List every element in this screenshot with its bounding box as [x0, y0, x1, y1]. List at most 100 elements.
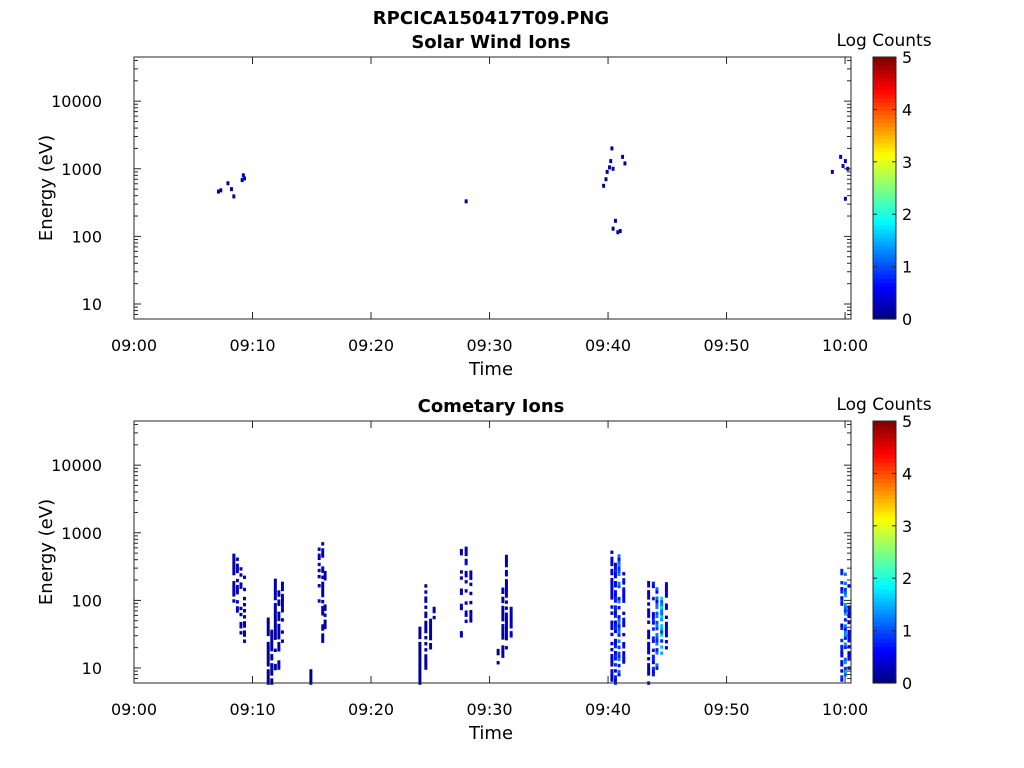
data-cell — [239, 631, 243, 635]
data-cell — [622, 620, 626, 625]
data-cell — [504, 554, 508, 559]
data-cell — [647, 596, 651, 600]
data-cell — [664, 627, 668, 632]
data-cell — [323, 613, 327, 617]
data-cell — [617, 639, 621, 643]
data-cell — [610, 660, 614, 664]
data-cell — [239, 567, 243, 571]
colorbar-swatch — [873, 171, 896, 177]
data-cell — [243, 630, 246, 634]
data-cell — [617, 599, 621, 604]
colorbar-tick-label: 5 — [902, 412, 912, 431]
data-cell — [617, 657, 621, 662]
data-cell — [424, 629, 428, 634]
data-cell — [277, 602, 281, 606]
colorbar-swatch — [873, 142, 896, 148]
data-cell — [617, 669, 621, 674]
data-cell — [280, 609, 284, 613]
colorbar-swatch — [873, 110, 896, 115]
data-cell — [277, 645, 281, 649]
colorbar-swatch — [873, 265, 896, 271]
data-cell — [611, 226, 615, 231]
data-cell — [647, 647, 651, 652]
data-cell — [464, 613, 468, 617]
data-cell — [647, 657, 651, 661]
data-cell — [235, 609, 239, 613]
data-cell — [840, 638, 844, 643]
data-cell — [321, 575, 325, 580]
data-cell — [429, 643, 433, 647]
data-cell — [273, 627, 277, 631]
data-cell — [613, 620, 617, 624]
data-cell — [602, 183, 606, 188]
data-cell — [266, 629, 270, 634]
data-cell — [617, 651, 621, 656]
data-cell — [509, 606, 513, 611]
colorbar-swatch — [873, 523, 896, 529]
data-cell — [610, 675, 614, 679]
colorbar-swatch — [873, 646, 896, 651]
data-cell — [266, 678, 270, 682]
data-cell — [651, 584, 655, 589]
colorbar-swatch — [873, 257, 896, 263]
data-cell — [622, 581, 626, 585]
data-cell — [622, 660, 626, 664]
colorbar — [872, 420, 897, 684]
colorbar-swatch — [873, 580, 896, 586]
data-cell — [504, 569, 508, 574]
x-tick-label: 09:50 — [704, 336, 750, 355]
colorbar-swatch — [873, 531, 896, 537]
data-cell — [840, 587, 844, 591]
data-cell — [610, 641, 614, 646]
data-cell — [277, 663, 281, 667]
data-cell — [464, 619, 468, 624]
colorbar-swatch — [873, 179, 896, 185]
data-cell — [501, 624, 505, 628]
data-cell — [613, 644, 617, 649]
data-cell — [610, 577, 614, 582]
data-cell — [235, 557, 239, 561]
data-cell — [469, 610, 473, 614]
colorbar-swatch — [873, 511, 896, 516]
colorbar-swatch — [873, 167, 896, 173]
data-cell — [239, 621, 243, 626]
data-cell — [847, 584, 851, 588]
data-cell — [622, 596, 626, 600]
colorbar-swatch — [873, 433, 896, 438]
data-cell — [655, 632, 659, 637]
data-cell — [239, 606, 243, 611]
y-tick-label: 100 — [71, 227, 102, 246]
data-cell — [655, 626, 659, 631]
data-cell — [509, 625, 513, 629]
data-cell — [617, 569, 621, 573]
data-cell — [830, 169, 834, 174]
data-cell — [610, 669, 614, 673]
data-cells — [216, 146, 850, 235]
data-cell — [432, 606, 436, 611]
data-cell — [840, 654, 844, 658]
colorbar-swatch — [873, 658, 896, 664]
data-cell — [317, 568, 321, 573]
data-cell — [651, 648, 655, 653]
data-cell — [321, 566, 325, 570]
data-cell — [843, 636, 847, 640]
data-cell — [622, 617, 626, 622]
data-cell — [464, 573, 468, 578]
data-cell — [418, 626, 422, 631]
data-cell — [847, 635, 851, 640]
data-cell — [321, 569, 325, 573]
data-cell — [617, 572, 621, 576]
data-cell — [469, 600, 473, 605]
data-cell — [501, 605, 505, 610]
data-cell — [647, 672, 651, 676]
data-cell — [610, 580, 614, 585]
data-cell — [660, 617, 664, 622]
data-cell — [270, 635, 274, 640]
data-cell — [613, 596, 617, 600]
colorbar-swatch — [873, 457, 896, 463]
data-cell — [613, 626, 617, 631]
data-cell — [655, 587, 659, 591]
data-cell — [622, 642, 626, 646]
data-cell — [418, 660, 422, 664]
data-cell — [232, 565, 236, 570]
